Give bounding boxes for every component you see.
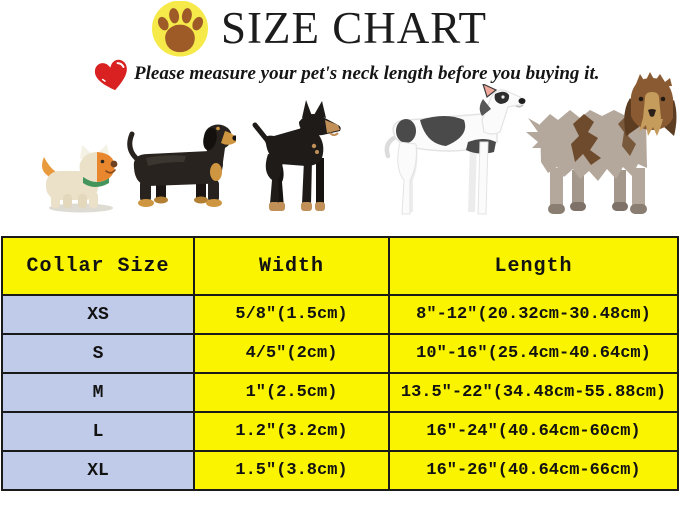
cell-length-xs: 8"-12"(20.32cm-30.48cm) [388,294,679,335]
table-row-xl: XL 1.5"(3.8cm) 16"-26"(40.64cm-66cm) [1,450,679,491]
cell-width-s: 4/5"(2cm) [193,333,390,374]
cell-size-xl: XL [1,450,195,491]
collar-size-table: Collar Size Width Length XS 5/8"(1.5cm) … [1,236,679,491]
paw-icon [151,1,209,57]
col-header-width: Width [193,236,390,296]
doberman-illustration [252,100,341,211]
table-header-row: Collar Size Width Length [1,236,679,296]
cell-size-m: M [1,372,195,413]
page-title: SIZE CHART [221,3,488,53]
large-shaggy-dog-illustration [526,72,677,214]
heart-icon [94,59,127,91]
table-row-m: M 1"(2.5cm) 13.5"-22"(34.48cm-55.88cm) [1,372,679,413]
col-header-length: Length [388,236,679,296]
cell-width-xs: 5/8"(1.5cm) [193,294,390,335]
cell-size-s: S [1,333,195,374]
cell-size-xs: XS [1,294,195,335]
table-row-xs: XS 5/8"(1.5cm) 8"-12"(20.32cm-30.48cm) [1,294,679,335]
table-row-s: S 4/5"(2cm) 10"-16"(25.4cm-40.64cm) [1,333,679,374]
small-terrier-illustration [42,144,118,213]
cell-size-l: L [1,411,195,452]
cell-length-m: 13.5"-22"(34.48cm-55.88cm) [388,372,679,413]
cell-width-xl: 1.5"(3.8cm) [193,450,390,491]
cell-width-l: 1.2"(3.2cm) [193,411,390,452]
cell-length-s: 10"-16"(25.4cm-40.64cm) [388,333,679,374]
cell-length-xl: 16"-26"(40.64cm-66cm) [388,450,679,491]
cell-width-m: 1"(2.5cm) [193,372,390,413]
measure-note: Please measure your pet's neck length be… [134,63,600,84]
bull-terrier-illustration [384,84,526,215]
table-row-l: L 1.2"(3.2cm) 16"-24"(40.64cm-60cm) [1,411,679,452]
col-header-collar-size: Collar Size [1,236,195,296]
dachshund-illustration [127,124,236,207]
cell-length-l: 16"-24"(40.64cm-60cm) [388,411,679,452]
